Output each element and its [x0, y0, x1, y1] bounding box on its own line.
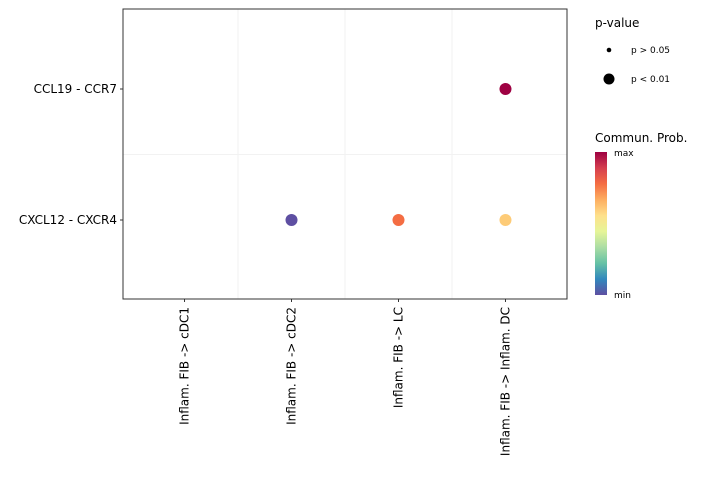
- x-tick-label: Inflam. FIB -> cDC2: [285, 307, 299, 425]
- legend-entry-small: p > 0.05: [631, 46, 670, 56]
- data-point: [499, 214, 512, 226]
- colorbar-max-label: max: [614, 149, 634, 159]
- color-legend-title: Commun. Prob.: [595, 131, 687, 145]
- x-tick-label: Inflam. FIB -> LC: [391, 307, 405, 408]
- data-point: [499, 83, 512, 95]
- color-legend: Commun. Prob. max min: [595, 131, 687, 301]
- pvalue-legend-title: p-value: [595, 16, 639, 30]
- y-tick-label: CXCL12 - CXCR4: [19, 213, 117, 227]
- pvalue-legend: p-value p > 0.05 p < 0.01: [595, 16, 670, 85]
- data-point: [285, 214, 298, 226]
- x-tick-label: Inflam. FIB -> Inflam. DC: [498, 307, 512, 456]
- plot-border: [122, 8, 568, 300]
- x-tick-label: Inflam. FIB -> cDC1: [178, 307, 192, 425]
- legend-large-dot: [603, 73, 615, 85]
- colorbar-min-label: min: [614, 291, 631, 301]
- data-point: [392, 214, 405, 226]
- y-tick-label: CCL19 - CCR7: [34, 82, 117, 96]
- legend-small-dot: [606, 47, 612, 53]
- legend-entry-large: p < 0.01: [631, 75, 670, 85]
- colorbar: [595, 152, 607, 295]
